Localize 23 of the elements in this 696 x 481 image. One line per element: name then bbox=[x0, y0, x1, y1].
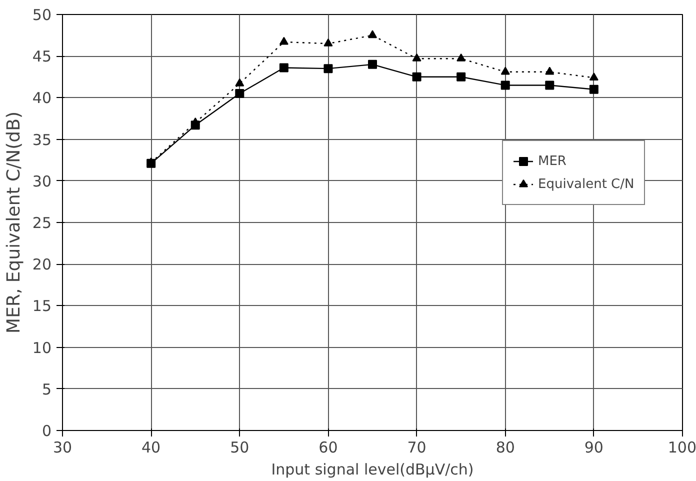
legend-label: MER bbox=[538, 154, 566, 168]
y-tick-label: 30 bbox=[32, 172, 52, 190]
y-axis-title: MER, Equivalent C/N(dB) bbox=[3, 112, 24, 334]
y-tick-label: 5 bbox=[42, 380, 52, 398]
x-tick-label: 70 bbox=[407, 438, 426, 456]
y-tick-label: 10 bbox=[32, 338, 52, 357]
x-tick-label: 40 bbox=[142, 438, 161, 456]
x-axis-title: Input signal level(dBμV/ch) bbox=[271, 460, 474, 478]
x-tick-label: 90 bbox=[584, 438, 604, 456]
x-tick-label: 60 bbox=[318, 438, 338, 456]
y-tick-label: 35 bbox=[32, 130, 52, 149]
y-tick-label: 50 bbox=[32, 6, 52, 24]
y-tick-label: 20 bbox=[32, 256, 52, 274]
y-tick-label: 15 bbox=[32, 297, 52, 316]
y-tick-label: 45 bbox=[32, 48, 52, 66]
legend-label: Equivalent C/N bbox=[538, 176, 634, 192]
x-tick-label: 80 bbox=[496, 438, 515, 456]
x-tick-label: 100 bbox=[668, 438, 696, 456]
y-tick-label: 0 bbox=[42, 422, 52, 440]
y-tick-label: 40 bbox=[32, 89, 52, 108]
y-tick-label: 25 bbox=[32, 214, 52, 232]
x-tick-label: 50 bbox=[230, 438, 250, 456]
x-tick-label: 30 bbox=[52, 438, 72, 456]
